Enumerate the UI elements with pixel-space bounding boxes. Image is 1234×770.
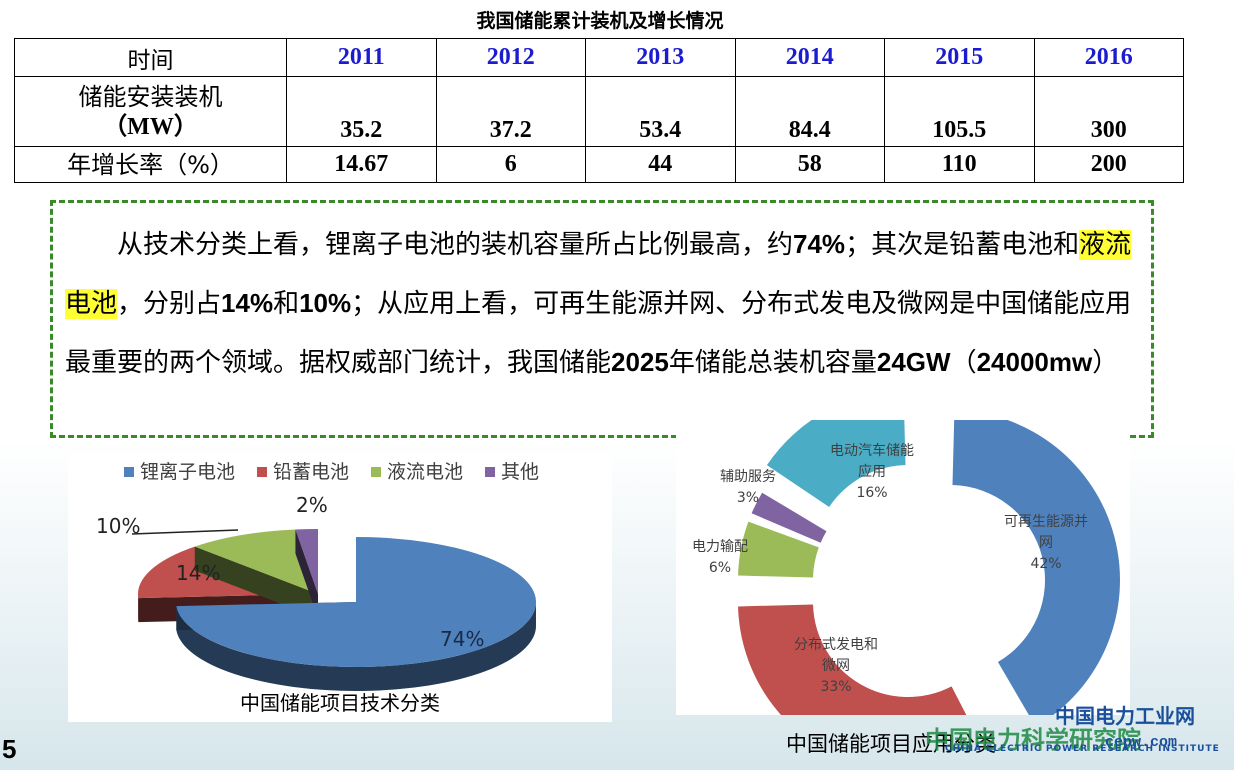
- growth-cell: 44: [585, 146, 736, 183]
- pie-slice-side: [176, 602, 536, 692]
- logo-line4: CHINA ELECTRIC POWER RESEARCH INSTITUTE: [945, 744, 1220, 754]
- capacity-cell: 105.5: [884, 76, 1035, 147]
- publisher-logo: 中国电力工业网 中国电力科学研究院 CHINA ELECTRIC POWER R…: [925, 700, 1225, 760]
- summary-bold: 10%: [299, 288, 352, 318]
- data-label: 辅助服务 3%: [720, 469, 776, 506]
- logo-line3: cepw.com: [1105, 734, 1178, 751]
- table-title: 我国储能累计装机及增长情况: [476, 10, 724, 32]
- summary-bold: 24000mw: [976, 347, 1093, 377]
- summary-text: ；从应用上看，可再生能源并网、分布式发电及微网是中国储能应用最重要的两个领域。据…: [65, 289, 1132, 378]
- legend-swatch: [257, 467, 267, 477]
- leader-line: [131, 529, 239, 535]
- pie-slice-液流电池: [194, 529, 318, 594]
- summary-text: ；其次是铅蓄电池和: [845, 230, 1080, 260]
- data-label: 2%: [296, 493, 328, 517]
- pie-slice-edge: [295, 529, 318, 618]
- summary-text: （: [950, 348, 977, 378]
- growth-row-label: 年增长率（%）: [14, 146, 287, 183]
- pie-slice-其他: [295, 529, 318, 594]
- data-label-line: 分布式发电和: [794, 637, 878, 653]
- legend-label: 锂离子电池: [140, 461, 235, 483]
- doughnut-slice-辅助服务: [751, 492, 827, 543]
- data-label-line: 可再生能源并: [1004, 514, 1088, 530]
- capacity-row: 储能安装装机 （MW） 35.2 37.2 53.4 84.4 105.5 30…: [14, 76, 1184, 147]
- growth-cell: 58: [734, 146, 885, 183]
- data-label: 74%: [440, 627, 484, 651]
- data-label-line: 电动汽车储能: [830, 442, 914, 459]
- capacity-label-line1: 储能安装装机: [78, 82, 223, 111]
- data-label: 电力输配 6%: [692, 539, 748, 576]
- capacity-cell: 37.2: [435, 76, 586, 147]
- pie-slice-edge: [194, 546, 318, 618]
- data-label-line: 电力输配: [692, 539, 748, 555]
- data-label-line: 42%: [1030, 556, 1061, 572]
- capacity-cell: 53.4: [585, 76, 736, 147]
- legend-swatch: [124, 467, 134, 477]
- capacity-table: 时间 2011 2012 2013 2014 2015 2016 储能安装装机 …: [14, 38, 1184, 183]
- summary-text: ）: [1092, 348, 1119, 378]
- data-label-line: 6%: [709, 560, 731, 576]
- header-time: 时间: [14, 38, 287, 77]
- application-chart-title: 中国储能项目应用分类: [786, 732, 996, 756]
- growth-cell: 200: [1033, 146, 1184, 183]
- year-cell: 2015: [884, 38, 1035, 77]
- data-label: 电动汽车储能应用 16%: [830, 442, 914, 501]
- summary-bold: 14%: [221, 288, 274, 318]
- capacity-label-line2: （MW）: [103, 113, 198, 140]
- data-label-line: 16%: [856, 485, 887, 501]
- legend-label: 铅蓄电池: [273, 461, 349, 483]
- summary-bold: 2025: [611, 347, 669, 377]
- year-cell: 2014: [734, 38, 885, 77]
- legend-swatch: [485, 467, 495, 477]
- growth-cell: 110: [884, 146, 1035, 183]
- year-cell: 2012: [435, 38, 586, 77]
- doughnut-slice-电动汽车储能应用: [766, 420, 906, 508]
- data-label-line: 应用: [858, 463, 886, 480]
- logo-line2: 中国电力科学研究院: [925, 726, 1141, 754]
- summary-bold: 74%: [793, 229, 846, 259]
- data-label-line: 辅助服务: [720, 469, 776, 485]
- data-label-line: 33%: [820, 679, 851, 695]
- capacity-cell: 35.2: [286, 76, 437, 147]
- summary-textbox: 从技术分类上看，锂离子电池的装机容量所占比例最高，约74%；其次是铅蓄电池和液流…: [50, 200, 1154, 438]
- data-label-line: 网: [1039, 535, 1053, 551]
- summary-text: ，分别占: [117, 289, 222, 319]
- legend-label: 液流电池: [387, 461, 463, 483]
- year-cell: 2013: [585, 38, 736, 77]
- doughnut-slice-电力输配: [738, 521, 819, 578]
- logo-line1: 中国电力工业网: [1055, 704, 1195, 728]
- page-number: 5: [2, 734, 17, 764]
- growth-cell: 14.67: [286, 146, 437, 183]
- capacity-cell: 300: [1033, 76, 1184, 147]
- data-label: 14%: [176, 561, 220, 585]
- chart1-title: 中国储能项目技术分类: [240, 691, 440, 715]
- data-label: 可再生能源并网 42%: [1004, 514, 1088, 572]
- year-cell: 2011: [286, 38, 437, 77]
- growth-cell: 6: [435, 146, 586, 183]
- year-cell: 2016: [1033, 38, 1184, 77]
- summary-bold: 24GW: [876, 347, 951, 377]
- legend-swatch: [371, 467, 381, 477]
- summary-text: 和: [273, 289, 300, 319]
- summary-text: 年储能总装机容量: [668, 348, 877, 378]
- data-label: 分布式发电和微网 33%: [794, 637, 878, 695]
- data-label-line: 3%: [737, 490, 759, 506]
- doughnut-slice-分布式发电和微网: [738, 604, 967, 715]
- capacity-row-label: 储能安装装机 （MW）: [14, 76, 287, 147]
- summary-text: 从技术分类上看，锂离子电池的装机容量所占比例最高，约: [117, 230, 794, 260]
- growth-row: 年增长率（%） 14.67 6 44 58 110 200: [14, 146, 1184, 183]
- table-header-row: 时间 2011 2012 2013 2014 2015 2016: [14, 38, 1184, 77]
- data-label-line: 微网: [822, 658, 850, 674]
- application-doughnut-chart: 可再生能源并网 42% 分布式发电和微网 33% 电力输配 6% 辅助服务 3% 电动汽车储能应…: [676, 420, 1130, 715]
- doughnut-slice-可再生能源并网: [952, 420, 1120, 715]
- legend-label: 其他: [501, 461, 539, 483]
- capacity-cell: 84.4: [734, 76, 885, 147]
- pie-slice-锂离子电池: [176, 537, 536, 667]
